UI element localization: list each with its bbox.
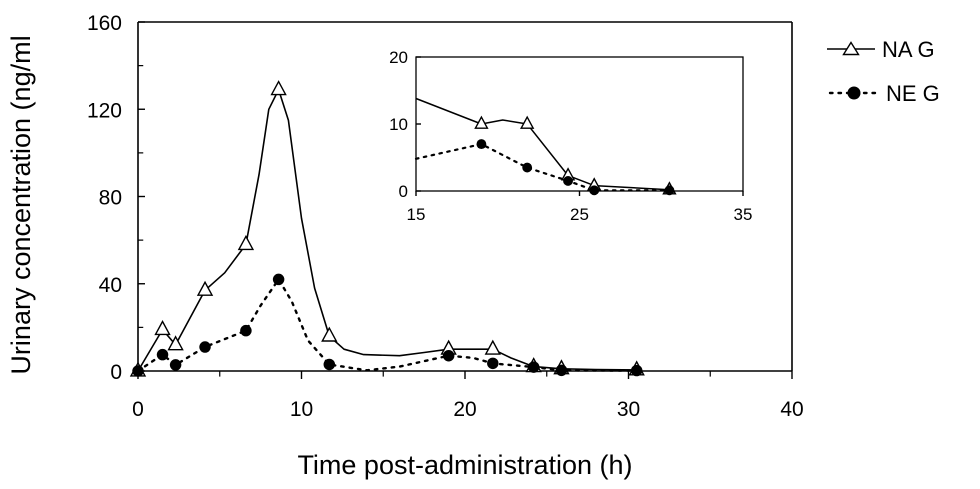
inset-marker-ne-g [664,185,675,196]
main-marker-ne-g [487,357,499,370]
main-marker-na-g [484,339,501,355]
legend-marker-ne-g [847,86,861,100]
inset-x-tick-label: 15 [407,205,426,224]
legend-marker-na-g [842,41,860,56]
inset-background [416,57,743,191]
main-marker-ne-g [323,358,336,371]
x-axis-title: Time post-administration (h) [297,450,632,480]
main-marker-ne-g [199,341,211,353]
main-marker-ne-g [630,364,643,377]
main-y-tick-label: 120 [87,99,122,122]
main-x-tick-label: 30 [617,398,640,421]
main-y-tick-label: 80 [99,187,122,210]
main-marker-na-g [321,326,338,342]
main-marker-na-g [237,234,255,251]
main-marker-ne-g [240,324,252,337]
inset-ticks [415,56,744,196]
main-y-tick-label: 160 [87,12,122,35]
main-marker-ne-g [169,359,182,371]
inset-y-tick-label: 0 [399,182,408,201]
main-marker-na-g [167,335,184,351]
legend: NA G NE G [827,37,940,106]
inset-y-tick-label: 10 [389,115,408,134]
main-marker-ne-g [442,349,455,362]
main-marker-na-g [196,280,214,296]
main-x-tick-label: 20 [453,398,476,421]
inset-marker-ne-g [476,139,487,150]
inset-marker-na-g [520,115,535,129]
legend-entry-ne-g: NE G [828,81,940,106]
inset-series-line-ne-g [414,143,671,192]
main-marker-ne-g [156,348,169,361]
inset-marker-ne-g [522,162,533,173]
main-series-line-ne-g [136,278,638,373]
main-series-line-na-g [137,88,637,372]
main-y-tick-label: 0 [110,361,122,384]
main-x-tick-label: 10 [290,398,313,421]
inset-y-tick-label: 20 [389,48,408,67]
inset-x-tick-label: 25 [570,205,589,224]
legend-entry-na-g: NA G [827,37,935,62]
main-marker-na-g [154,320,171,336]
main-marker-na-g [270,80,287,96]
main-x-tick-label: 0 [132,398,144,421]
main-marker-ne-g [272,273,285,286]
inset-marker-na-g [474,115,489,129]
y-axis-title: Urinary concentration (ng/ml [6,35,36,374]
inset-tick-labels: 0 10 20 15 25 35 [389,48,752,224]
main-tick-labels: 0 40 80 120 160 0 10 20 30 40 [87,12,804,421]
main-y-tick-label: 40 [99,274,122,297]
main-marker-ne-g [132,365,144,377]
inset-marker-ne-g [563,176,573,186]
inset-x-tick-label: 35 [734,205,753,224]
main-series [129,80,645,377]
legend-label-na-g: NA G [882,37,935,62]
inset-marker-ne-g [589,185,600,196]
main-marker-ne-g [527,361,540,373]
legend-label-ne-g: NE G [886,81,940,106]
main-marker-ne-g [555,364,568,377]
main-x-tick-label: 40 [780,398,803,421]
